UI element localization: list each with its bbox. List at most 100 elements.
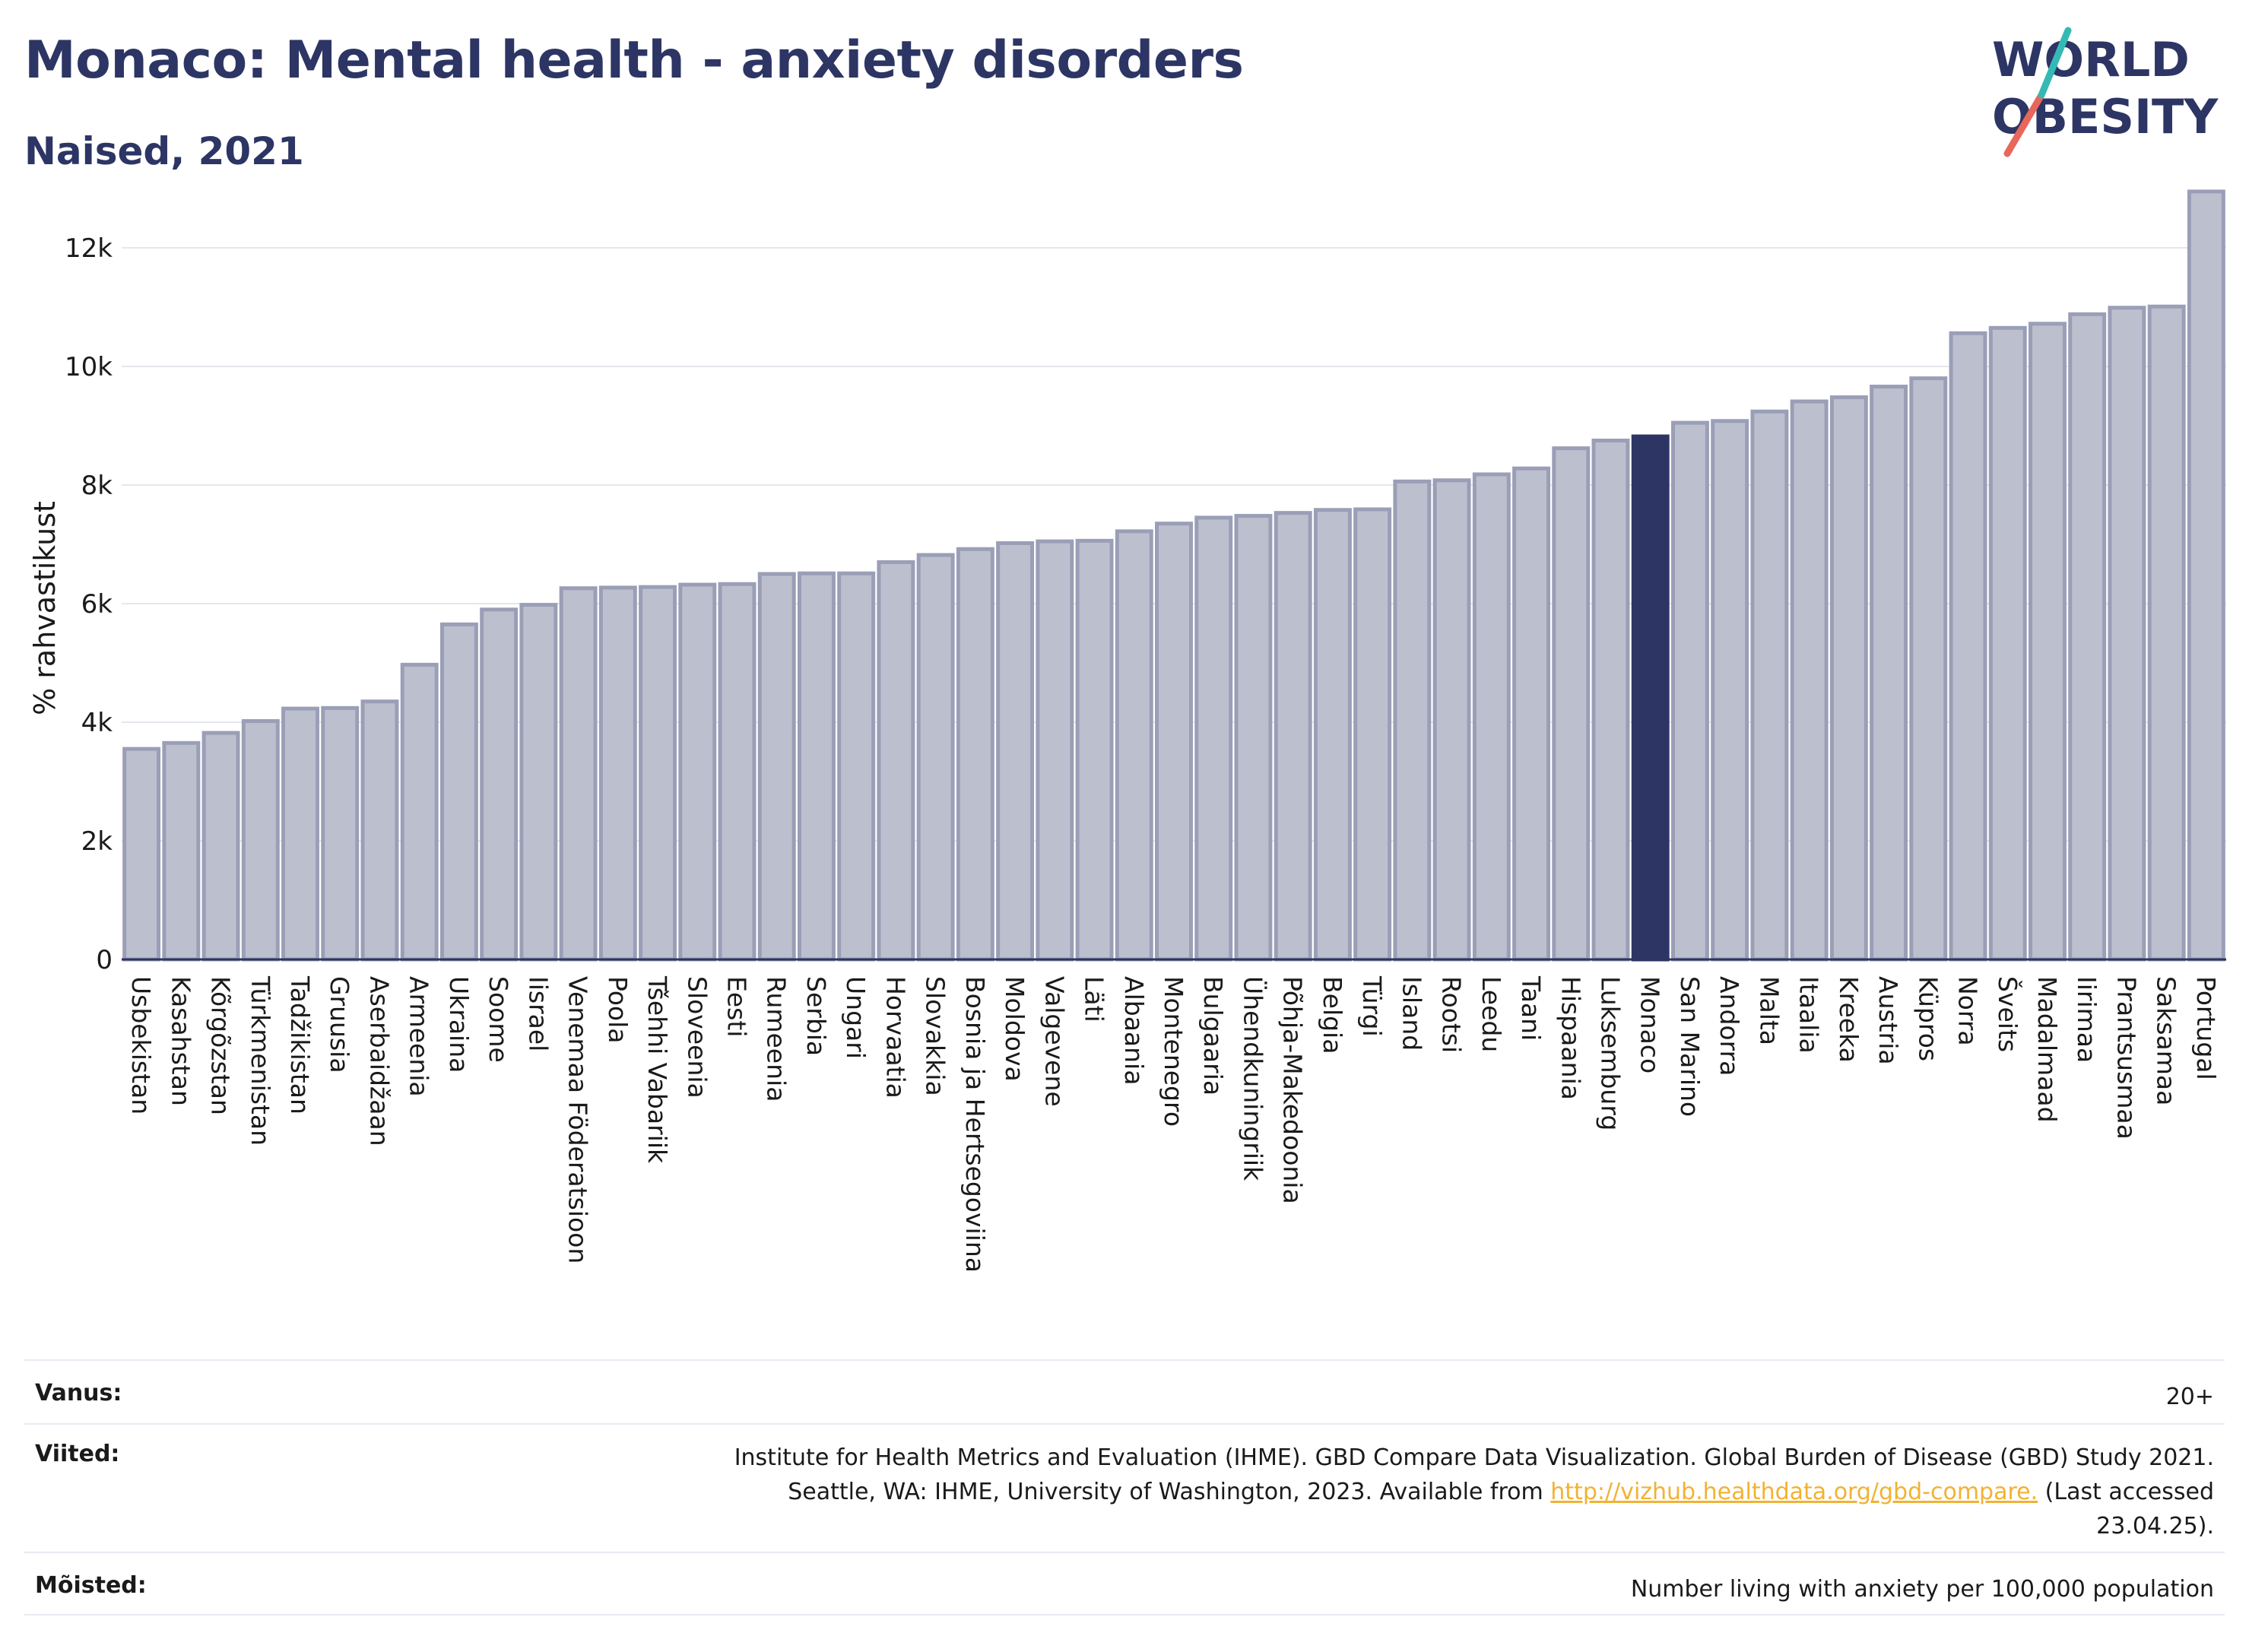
bar-highlight <box>1631 434 1670 962</box>
bar <box>1036 539 1074 962</box>
age-value: 20+ <box>2165 1384 2214 1410</box>
definitions-label: Mõisted: <box>35 1572 147 1599</box>
x-tick-label: Luksemburg <box>1595 976 1625 1130</box>
bar <box>1988 325 2027 962</box>
y-tick-label: 8k <box>81 471 113 501</box>
x-tick-label: Kreeka <box>1834 976 1864 1063</box>
bar <box>1274 511 1312 962</box>
x-tick-label: Island <box>1397 976 1426 1051</box>
bar <box>2029 322 2067 962</box>
x-tick-label: Põhja-Makedoonia <box>1278 976 1308 1204</box>
bar <box>480 607 519 962</box>
x-tick-label: Türkmenistan <box>246 975 275 1146</box>
bar <box>439 622 478 962</box>
x-tick-label: Slovakkia <box>921 976 950 1096</box>
bar <box>916 553 955 962</box>
meta-divider <box>24 1552 2225 1553</box>
x-tick-label: Taani <box>1516 975 1546 1041</box>
x-tick-label: Kõrgõzstan <box>206 976 236 1115</box>
meta-row-references: Viited: Institute for Health Metrics and… <box>24 1441 2225 1555</box>
page-subtitle: Naised, 2021 <box>24 129 304 173</box>
bar <box>321 706 360 962</box>
x-tick-label: Sloveenia <box>682 976 712 1099</box>
bar <box>281 706 319 962</box>
world-obesity-logo: WORLD OBESITY <box>1992 27 2219 157</box>
x-tick-label: Soome <box>484 976 513 1063</box>
bar <box>1393 479 1432 962</box>
bar <box>678 582 717 962</box>
bar <box>1790 399 1829 962</box>
bar <box>1829 395 1868 962</box>
bar <box>241 718 280 962</box>
bar <box>1234 514 1273 962</box>
y-tick-label: 10k <box>65 352 113 382</box>
bar <box>1432 478 1471 962</box>
bar-chart: 0 2k 4k 6k 8k 10k 12k Usbekistan Kasahstan Kõrgõ… <box>28 189 2226 1273</box>
bar <box>598 585 637 962</box>
x-tick-label: Aserbaidžaan <box>364 976 394 1146</box>
bar <box>1909 376 1948 962</box>
x-tick-label: Poola <box>603 976 633 1044</box>
x-tick-label: Türgi <box>1357 975 1387 1037</box>
x-tick-label: Madalmaad <box>2032 976 2062 1123</box>
x-tick-label: Hispaania <box>1556 976 1585 1100</box>
meta-divider <box>24 1359 2225 1361</box>
x-tick-label: Malta <box>1754 976 1784 1045</box>
references-text: Institute for Health Metrics and Evaluat… <box>734 1441 2214 1543</box>
x-tick-label: Läti <box>1080 976 1109 1023</box>
meta-divider <box>24 1423 2225 1425</box>
x-tick-label: Prantsusmaa <box>2111 976 2141 1140</box>
meta-row-age: Vanus: 20+ <box>24 1380 2225 1418</box>
bar <box>1512 466 1550 962</box>
x-tick-label: Bosnia ja Hertsegoviina <box>960 976 990 1273</box>
bar <box>1591 439 1630 962</box>
y-tick-label: 12k <box>65 233 113 264</box>
x-tick-label: Ukraina <box>444 976 474 1073</box>
bar <box>1870 385 1908 962</box>
x-tick-label: Rumeenia <box>762 976 791 1102</box>
bar <box>1552 446 1591 962</box>
x-tick-label: Küpros <box>1913 976 1943 1061</box>
x-tick-label: Itaalia <box>1794 976 1824 1054</box>
bar <box>2147 304 2186 962</box>
bar <box>639 585 677 962</box>
x-tick-label: Iisrael <box>523 976 553 1051</box>
x-tick-label: Tadžikistan <box>285 975 315 1115</box>
bar <box>1353 507 1392 962</box>
page-title: Monaco: Mental health - anxiety disorder… <box>24 30 1244 90</box>
references-link[interactable]: http://vizhub.healthdata.org/gbd-compare… <box>1550 1479 2038 1505</box>
y-tick-label: 6k <box>81 589 113 620</box>
y-axis-label: % rahvastikust <box>28 501 62 715</box>
bar <box>877 560 915 962</box>
chart-bars <box>122 189 2225 962</box>
references-line-2-text: Seattle, WA: IHME, University of Washing… <box>788 1479 1551 1505</box>
references-label: Viited: <box>35 1441 120 1467</box>
x-tick-label: Leedu <box>1477 976 1506 1052</box>
x-tick-label: Armeenia <box>404 976 434 1097</box>
meta-divider <box>24 1614 2225 1616</box>
y-tick-labels: 0 2k 4k 6k 8k 10k 12k <box>65 233 113 975</box>
x-tick-label: Ühendkuningriik <box>1238 976 1268 1181</box>
x-tick-label: Saksamaa <box>2152 976 2181 1105</box>
bar <box>360 699 399 962</box>
references-line-2-end: (Last accessed <box>2038 1479 2214 1505</box>
x-tick-label: Ungari <box>841 976 871 1059</box>
x-tick-label: Rootsi <box>1437 976 1467 1053</box>
x-tick-labels: Usbekistan Kasahstan Kõrgõzstan Türkmenista… <box>126 975 2221 1273</box>
svg-text:WORLD: WORLD <box>1992 32 2190 87</box>
references-line-2: Seattle, WA: IHME, University of Washing… <box>734 1475 2214 1509</box>
x-tick-label: Šveits <box>1993 976 2023 1052</box>
x-tick-label: Monaco <box>1635 976 1665 1073</box>
bar <box>1194 515 1233 962</box>
bar <box>201 731 240 962</box>
bar <box>519 603 558 962</box>
bar <box>400 662 439 962</box>
bar <box>1949 331 1987 962</box>
x-tick-label: Moldova <box>1000 976 1029 1082</box>
references-line-1: Institute for Health Metrics and Evaluat… <box>734 1444 2214 1471</box>
bar <box>1313 508 1352 962</box>
bar <box>798 571 836 962</box>
bar <box>162 740 201 962</box>
bar <box>996 541 1035 962</box>
bar <box>1750 409 1789 962</box>
